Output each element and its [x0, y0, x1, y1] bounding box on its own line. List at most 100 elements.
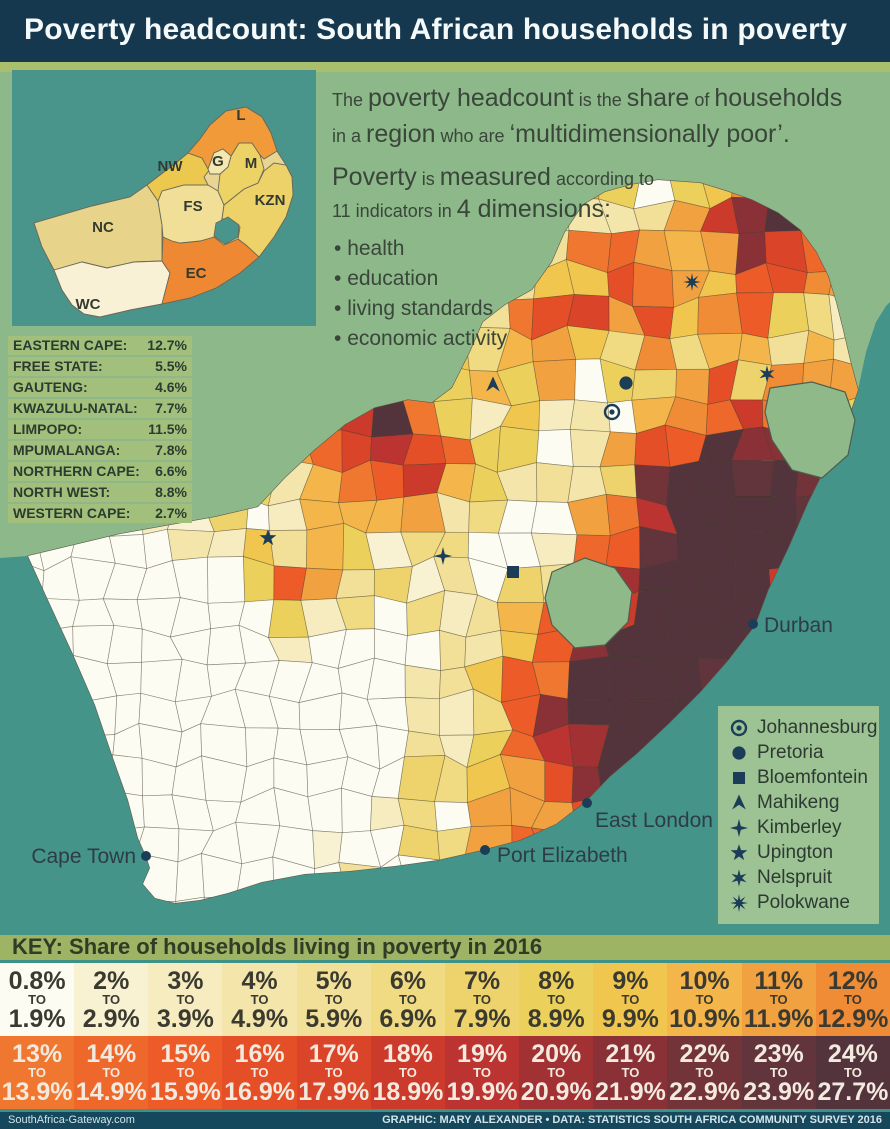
key-cell-text: 4% [241, 966, 278, 995]
province-row: MPUMALANGA: 7.8% [8, 441, 192, 460]
key-cell-text: TO [843, 991, 862, 1007]
province-value: 2.7% [155, 505, 187, 521]
key-cell-text: 5.9% [305, 1004, 363, 1033]
municipality-cell [404, 697, 440, 736]
key-cell-text: 11.9% [743, 1004, 814, 1033]
key-cell-text: TO [695, 1064, 714, 1080]
star6-icon [731, 868, 747, 887]
province-label: LIMPOPO: [13, 421, 83, 437]
inset-province-ec [161, 236, 260, 305]
key-cell-text: 15.9% [149, 1077, 221, 1106]
key-cell-text: TO [250, 991, 269, 1007]
marker-durban [748, 619, 758, 629]
legend-city-label: Johannesburg [757, 716, 878, 738]
dimension-list: healtheducationliving standardseconomic … [334, 234, 884, 354]
legend-item-pretoria: Pretoria [728, 740, 879, 765]
key-cell-text: TO [398, 1064, 417, 1080]
key-cell-text: 6% [389, 966, 426, 995]
municipality-cell [731, 460, 775, 497]
key-cell-text: 7% [464, 966, 501, 995]
eswatini-enclave [764, 381, 856, 479]
key-cell-text: TO [398, 991, 417, 1007]
province-inset-panel: L NW G M KZN FS NC EC WC [12, 70, 316, 326]
province-value: 8.8% [155, 484, 187, 500]
legend-city-label: Nelspruit [757, 866, 832, 888]
intro-segment: who are [435, 126, 510, 146]
key-cell-text: 13.9% [1, 1077, 73, 1106]
province-inset-map: L NW G M KZN FS NC EC WC [33, 106, 294, 318]
province-row: WESTERN CAPE: 2.7% [8, 504, 192, 523]
inset-label-wc: WC [76, 296, 101, 313]
key-cell-12%: 12% TO 12.9% [815, 963, 890, 1036]
key-cell-4%: 4% TO 4.9% [222, 963, 297, 1036]
key-cell-text: 15% [160, 1039, 211, 1068]
province-label: WESTERN CAPE: [13, 505, 131, 521]
province-row: NORTH WEST: 8.8% [8, 483, 192, 502]
province-value: 12.7% [147, 337, 187, 353]
intro-line-2: in a region who are ‘multidimensionally … [332, 118, 884, 154]
inset-label-m: M [245, 155, 258, 172]
key-cell-text: TO [695, 991, 714, 1007]
intro-segment: is the [573, 90, 627, 110]
key-cell-text: 17.9% [298, 1077, 370, 1106]
key-header-band: KEY: Share of households living in pover… [0, 934, 890, 960]
burst8-icon [730, 893, 748, 912]
key-cell-text: TO [324, 1064, 343, 1080]
marker-kimberley [434, 547, 452, 565]
municipality-cell [207, 556, 246, 604]
municipality-cell [306, 522, 345, 571]
key-cell-8%: 8% TO 8.9% [519, 963, 594, 1036]
province-label: NORTHERN CAPE: [13, 463, 140, 479]
municipality-cell [404, 629, 441, 672]
circle-icon [732, 745, 746, 760]
key-cell-11%: 11% TO 11.9% [741, 963, 816, 1036]
key-cell-text: 19% [457, 1039, 508, 1068]
province-row: GAUTENG: 4.6% [8, 378, 192, 397]
key-cell-text: 10.9% [669, 1004, 741, 1033]
intro-segment: in a [332, 126, 367, 146]
divider-line-top [0, 960, 890, 963]
key-cell-text: TO [843, 1064, 862, 1080]
key-cell-text: 22% [679, 1039, 730, 1068]
province-value: 4.6% [155, 379, 187, 395]
municipality-cell [434, 801, 472, 832]
key-cell-14%: 14% TO 14.9% [74, 1036, 149, 1109]
municipality-cell [769, 496, 798, 536]
key-cell-text: 19.9% [446, 1077, 518, 1106]
key-cell-text: TO [176, 1064, 195, 1080]
legend-item-kimberley: Kimberley [728, 815, 879, 840]
province-value: 6.6% [155, 463, 187, 479]
municipality-cell [608, 656, 644, 701]
key-cell-text: 22.9% [669, 1077, 741, 1106]
divider-line-bottom [0, 1109, 890, 1112]
inset-label-nw: NW [158, 158, 184, 175]
intro-segment: The [332, 90, 369, 110]
city-label-port-elizabeth: Port Elizabeth [497, 844, 628, 867]
legend-item-upington: Upington [728, 840, 879, 865]
legend-item-nelspruit: Nelspruit [728, 865, 879, 890]
legend-city-label: Mahikeng [757, 791, 840, 813]
marker-bloemfontein [507, 566, 519, 578]
key-cell-7%: 7% TO 7.9% [444, 963, 520, 1036]
key-cell-text: 4.9% [231, 1004, 289, 1033]
intro-segment: share [626, 84, 690, 112]
inset-label-nc: NC [92, 219, 114, 236]
key-cell-text: TO [102, 1064, 121, 1080]
city-label-east-london: East London [595, 809, 713, 832]
municipality-cell [397, 824, 440, 861]
marker-pretoria [619, 376, 633, 390]
key-cell-text: 18.9% [372, 1077, 444, 1106]
key-cell-16%: 16% TO 16.9% [222, 1036, 297, 1109]
key-cell-0.8%: 0.8% TO 1.9% [0, 963, 75, 1036]
key-cell-text: TO [473, 1064, 491, 1080]
intro-segment: of [689, 90, 715, 110]
key-cell-20%: 20% TO 20.9% [519, 1036, 594, 1109]
legend-city-label: Bloemfontein [757, 766, 868, 788]
key-cell-text: 21% [605, 1039, 656, 1068]
province-label: NORTH WEST: [13, 484, 111, 500]
marker-johannesburg [603, 403, 621, 421]
municipality-cell [567, 698, 611, 726]
key-row-1: 0.8% TO 1.9% 2% TO 2.9% 3% TO 3.9% 4% TO 4.9% 5% TO 5.… [0, 963, 890, 1036]
key-cell-text: 14% [86, 1039, 137, 1068]
key-title: KEY: Share of households living in pover… [12, 934, 543, 959]
